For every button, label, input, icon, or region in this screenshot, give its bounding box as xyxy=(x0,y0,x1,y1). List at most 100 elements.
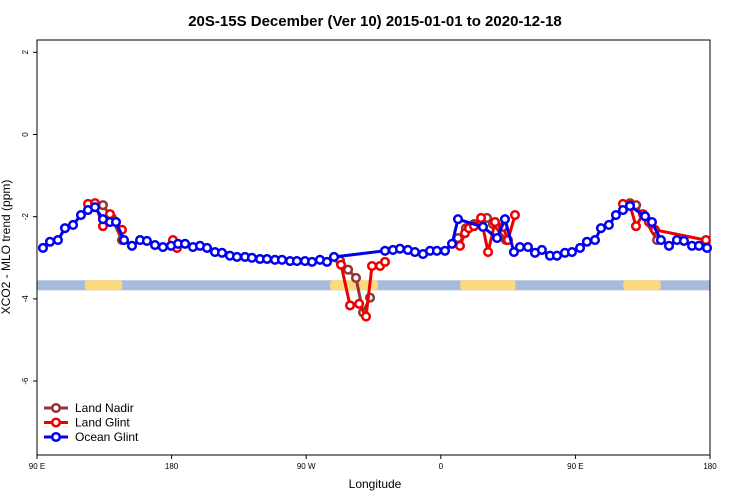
point xyxy=(452,214,464,225)
point xyxy=(566,246,578,258)
point xyxy=(201,242,213,253)
x-tick-label: 0 xyxy=(439,462,444,471)
x-tick-label: 90 E xyxy=(567,462,583,471)
land-band xyxy=(460,280,516,291)
point xyxy=(52,235,63,246)
point xyxy=(595,223,607,234)
point xyxy=(477,221,489,233)
point xyxy=(514,242,525,253)
point xyxy=(67,219,79,230)
plot-frame xyxy=(36,39,711,456)
point xyxy=(536,244,547,256)
point xyxy=(394,243,406,254)
point xyxy=(483,246,494,258)
series-line xyxy=(41,204,708,264)
point xyxy=(454,240,465,251)
point xyxy=(344,300,356,311)
point xyxy=(276,254,288,265)
point xyxy=(246,252,257,263)
chart-title: 20S-15S December (Ver 10) 2015-01-01 to … xyxy=(188,13,562,30)
land-band xyxy=(623,280,661,291)
series-line xyxy=(95,201,659,318)
point xyxy=(321,256,333,267)
x-tick-label: 90 E xyxy=(29,462,45,471)
point xyxy=(491,232,503,244)
point xyxy=(475,212,487,223)
point xyxy=(157,242,168,253)
point xyxy=(328,251,340,263)
point xyxy=(701,242,713,253)
point xyxy=(678,235,690,246)
legend-label: Ocean Glint xyxy=(75,430,139,444)
point xyxy=(574,242,586,253)
point xyxy=(499,214,511,225)
point xyxy=(409,246,420,258)
y-tick-label: 0 xyxy=(21,132,30,137)
y-tick-label: 2 xyxy=(21,50,30,55)
point xyxy=(44,236,56,247)
point xyxy=(180,238,191,249)
x-axis-label: Longitude xyxy=(349,477,402,491)
point xyxy=(216,247,228,258)
point xyxy=(617,205,629,216)
y-axis-label: XCO2 - MLO trend (ppm) xyxy=(0,180,13,315)
point xyxy=(581,236,592,247)
point xyxy=(118,235,130,246)
point xyxy=(551,250,563,261)
legend-marker xyxy=(50,431,62,443)
point xyxy=(655,235,666,246)
x-tick-label: 180 xyxy=(703,462,717,471)
point xyxy=(360,311,372,322)
x-tick-label: 90 W xyxy=(297,462,316,471)
point xyxy=(589,235,601,246)
point xyxy=(603,219,614,230)
point xyxy=(610,209,621,221)
point xyxy=(693,240,704,251)
point xyxy=(509,209,521,221)
point xyxy=(335,259,347,270)
point xyxy=(439,245,451,256)
x-tick-label: 180 xyxy=(165,462,179,471)
land-band xyxy=(330,280,378,291)
point xyxy=(379,245,391,256)
point xyxy=(354,298,365,309)
point xyxy=(508,246,519,258)
point xyxy=(97,200,109,211)
point xyxy=(343,264,354,275)
point xyxy=(89,202,101,213)
land-band xyxy=(84,280,123,291)
point xyxy=(75,209,87,221)
point xyxy=(261,253,273,265)
point xyxy=(663,240,675,251)
point xyxy=(350,272,362,283)
point xyxy=(522,242,534,253)
point xyxy=(126,240,138,251)
point xyxy=(630,221,642,232)
point xyxy=(431,245,442,256)
point xyxy=(624,200,636,212)
point xyxy=(59,223,71,234)
point xyxy=(646,216,658,228)
point xyxy=(446,238,458,249)
point xyxy=(37,242,49,253)
y-tick-label: -6 xyxy=(21,377,30,385)
point xyxy=(149,239,161,251)
point xyxy=(700,235,712,246)
point xyxy=(231,251,243,263)
legend-marker xyxy=(50,417,62,428)
point xyxy=(366,260,378,272)
point xyxy=(640,211,651,222)
point xyxy=(379,256,391,267)
point xyxy=(141,235,152,246)
point xyxy=(306,256,318,267)
point xyxy=(110,216,122,228)
y-tick-label: -2 xyxy=(21,213,30,221)
legend-marker xyxy=(50,402,62,414)
y-tick-label: -4 xyxy=(21,295,30,303)
legend-label: Land Nadir xyxy=(75,401,134,415)
point xyxy=(490,216,501,228)
point xyxy=(291,256,302,267)
legend-label: Land Glint xyxy=(75,416,130,430)
